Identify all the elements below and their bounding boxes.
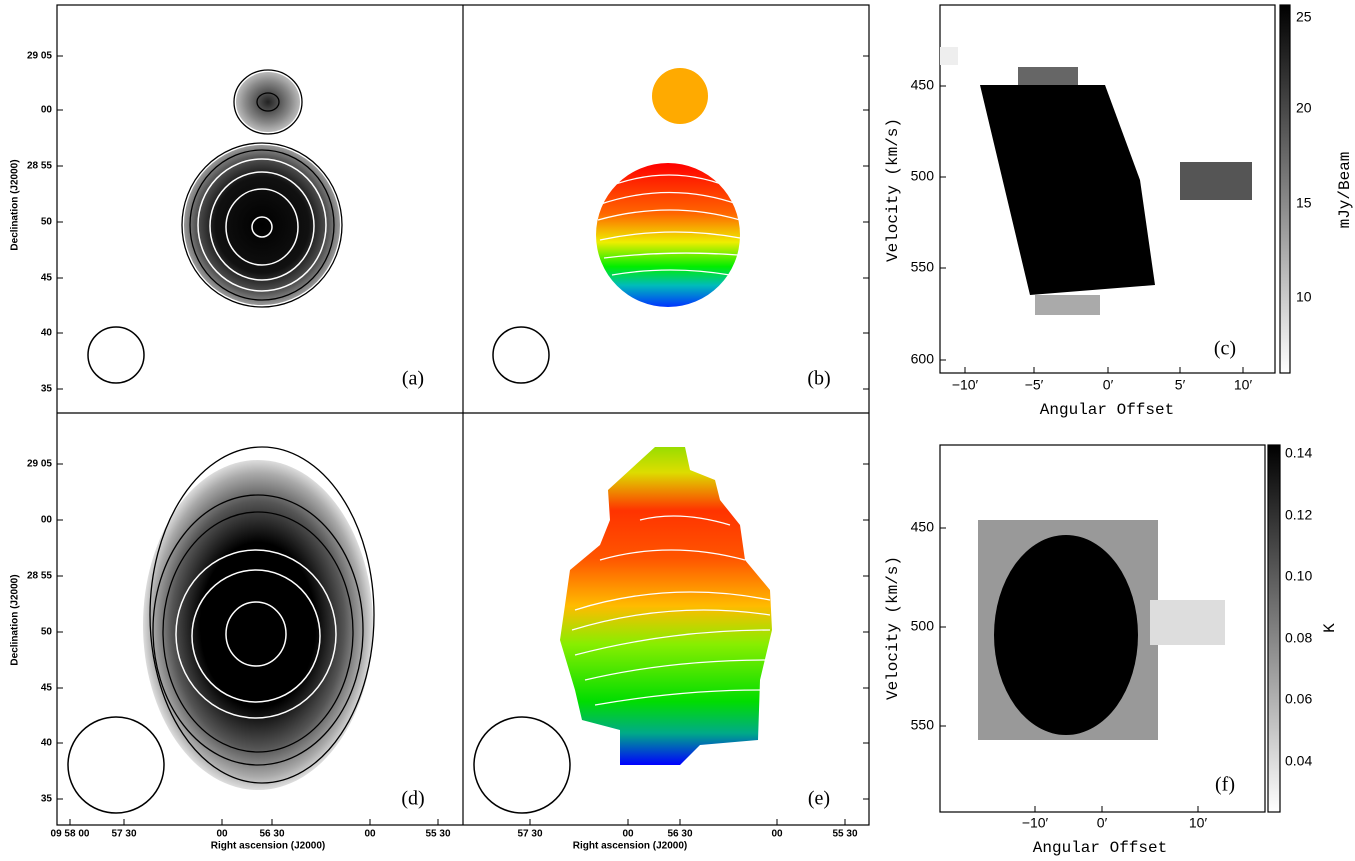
dec-tick-label: 50 [41,217,53,228]
ra-tick-label: 56 30 [259,829,284,840]
dec-tick-label: 35 [41,384,53,395]
panel-label: (c) [1214,338,1236,360]
y-axis-label: Velocity (km/s) [884,118,902,262]
x-tick-label: −10′ [1022,815,1049,831]
y-tick-label: 550 [911,259,935,275]
y-tick-label: 450 [911,77,935,93]
ra-tick-label: 00 [622,829,634,840]
y-axis-label: Declination (J2000) [10,159,21,250]
pv-c-map [940,47,1252,315]
dec-tick-label: 35 [41,794,53,805]
colorbar-tick-label: 0.04 [1285,753,1312,769]
dec-tick-label: 45 [41,683,53,694]
y-tick-label: 500 [911,168,935,184]
panel-label: (a) [402,368,424,390]
colorbar-tick-label: 0.08 [1285,630,1312,646]
dec-tick-label: 28 55 [27,161,52,172]
map-a [87,69,343,384]
colorbar-tick-label: 0.14 [1285,445,1312,461]
y-axis-label: Velocity (km/s) [884,556,902,700]
dec-tick-label: 00 [41,105,53,116]
ra-tick-label: 55 30 [832,829,857,840]
ra-tick-label: 09 58 00 [51,829,90,840]
y-axis-label: Declination (J2000) [10,574,21,665]
x-tick-label: 5′ [1175,377,1186,393]
colorbar-tick-label: 0.06 [1285,691,1312,707]
x-tick-label: 0′ [1097,815,1108,831]
panel-label: (e) [808,788,830,810]
ra-tick-label: 56 30 [667,829,692,840]
panel-label: (b) [807,368,830,390]
x-axis-label: Right ascension (J2000) [211,841,325,852]
ra-tick-label: 57 30 [517,829,542,840]
colorbar-tick-label: 25 [1296,9,1312,25]
colorbar-label: K [1321,623,1339,633]
y-tick-label: 450 [911,519,935,535]
x-tick-label: 10′ [1189,815,1208,831]
colorbar-label: mJy/Beam [1336,152,1354,229]
ra-tick-label: 00 [216,829,228,840]
y-tick-label: 600 [911,351,935,367]
x-axis-label: Angular Offset [1033,839,1167,857]
y-tick-label: 550 [911,717,935,733]
x-tick-label: −5′ [1025,377,1044,393]
panel-label: (f) [1215,774,1235,796]
dec-tick-label: 28 55 [27,571,52,582]
ra-tick-label: 00 [364,829,376,840]
x-axis-label: Angular Offset [1040,401,1174,419]
dec-tick-label: 29 05 [27,459,52,470]
map-e [473,447,772,814]
x-tick-label: −10′ [952,377,979,393]
dec-tick-label: 45 [41,273,53,284]
map-b [492,68,741,384]
panel-label: (d) [401,788,424,810]
map-d [67,446,375,814]
y-tick-label: 500 [911,618,935,634]
x-tick-label: 10′ [1234,377,1253,393]
colorbar-tick-label: 10 [1296,289,1312,305]
pv-f-map [978,520,1225,740]
dec-tick-label: 00 [41,515,53,526]
x-tick-label: 0′ [1103,377,1114,393]
x-axis-label: Right ascension (J2000) [573,841,687,852]
dec-tick-label: 29 05 [27,51,52,62]
ra-tick-label: 00 [771,829,783,840]
dec-tick-label: 40 [41,738,53,749]
colorbar-tick-label: 15 [1296,195,1312,211]
ra-tick-label: 55 30 [425,829,450,840]
colorbar-tick-label: 20 [1296,100,1312,116]
dec-tick-label: 40 [41,328,53,339]
ra-tick-label: 57 30 [111,829,136,840]
colorbar-tick-label: 0.10 [1285,568,1312,584]
colorbar-tick-label: 0.12 [1285,507,1312,523]
dec-tick-label: 50 [41,627,53,638]
